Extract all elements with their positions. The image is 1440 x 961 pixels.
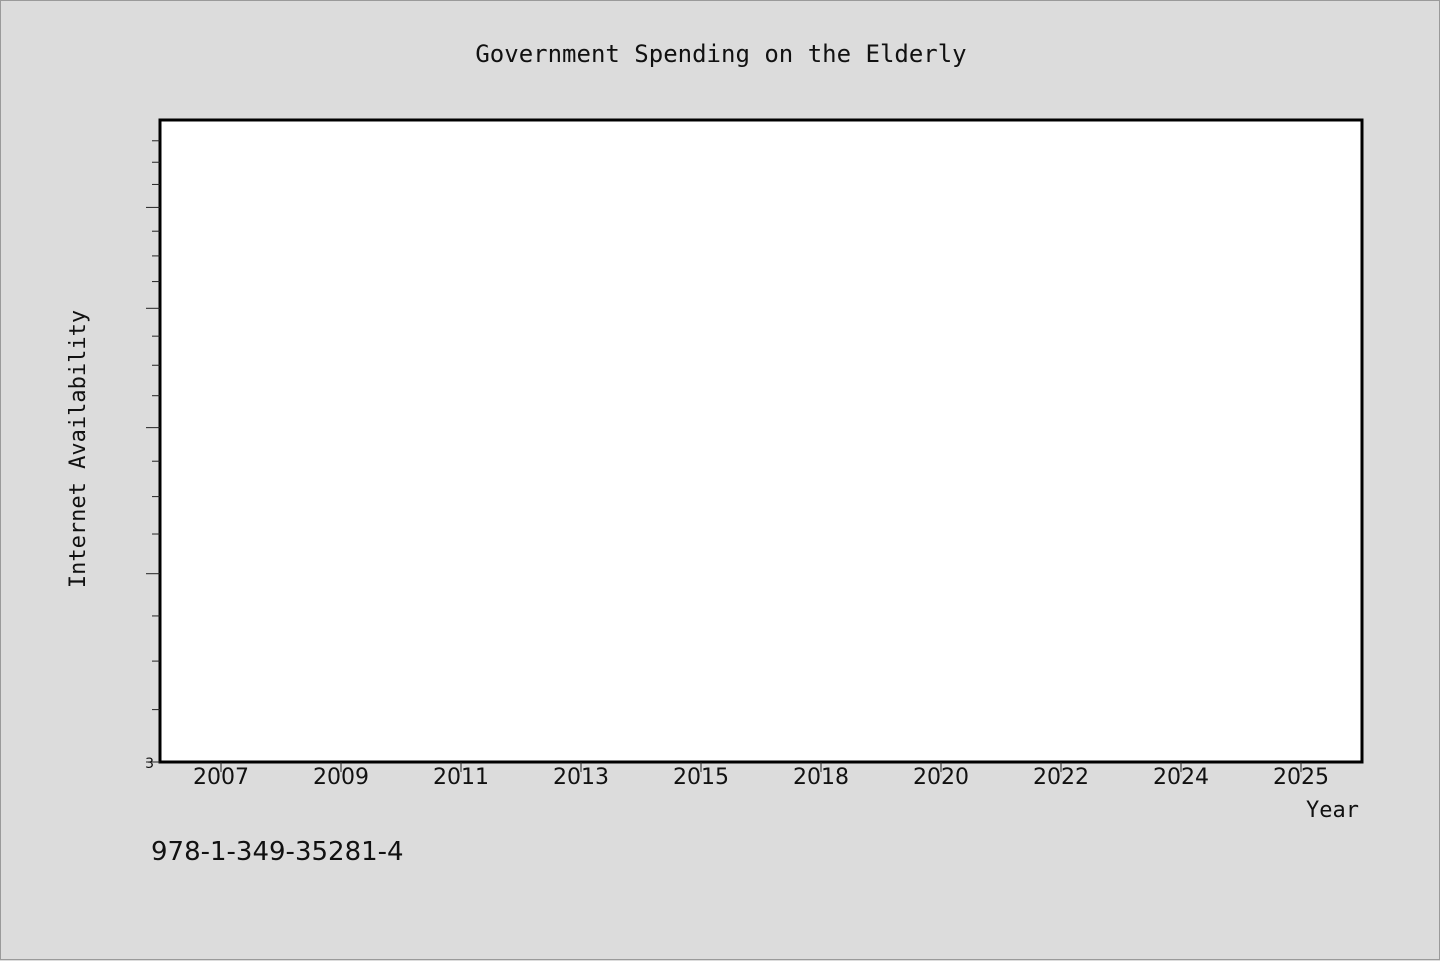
y-tick-label: 3 [145, 756, 154, 772]
x-tick-label: 2024 [1153, 765, 1209, 790]
plot-area [158, 118, 1364, 764]
x-tick-label: 2007 [193, 765, 249, 790]
x-tick-label: 2013 [553, 765, 609, 790]
x-tick-label: 2022 [1033, 765, 1089, 790]
x-tick-label: 2020 [913, 765, 969, 790]
y-axis-ticks: 3 [145, 140, 160, 772]
x-tick-label: 2015 [673, 765, 729, 790]
x-axis-label: Year [1306, 798, 1359, 823]
y-axis-label: Internet Availability [66, 310, 91, 588]
isbn-text: 978-1-349-35281-4 [151, 837, 404, 867]
x-tick-label: 2025 [1273, 765, 1329, 790]
chart-title: Government Spending on the Elderly [475, 40, 966, 68]
x-tick-label: 2018 [793, 765, 849, 790]
x-tick-label: 2009 [313, 765, 369, 790]
x-tick-label: 2011 [433, 765, 489, 790]
x-axis-ticks: 2007 2009 2011 2013 2015 2018 2020 2022 2024 2025 [193, 762, 1329, 790]
